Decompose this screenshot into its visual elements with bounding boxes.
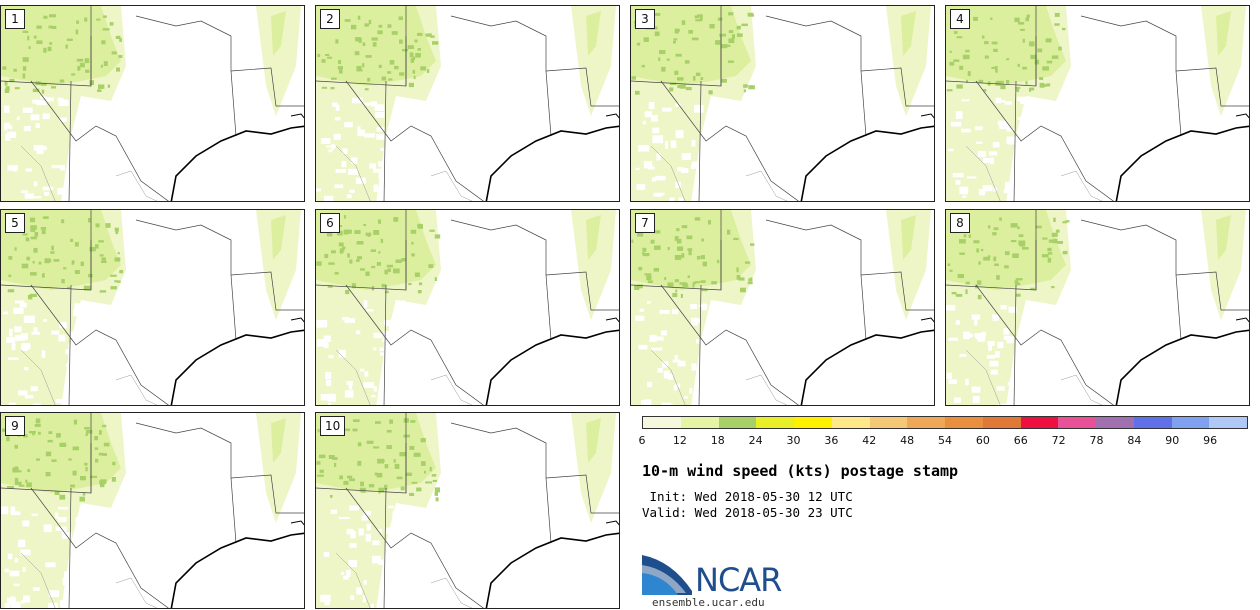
member-panel-2: 2 — [315, 5, 620, 202]
colorbar-tick: 96 — [1203, 434, 1218, 447]
colorbar-segment — [794, 417, 832, 428]
member-label: 7 — [635, 213, 655, 233]
ncar-logo-text: NCAR — [695, 561, 782, 599]
colorbar-segment — [1096, 417, 1134, 428]
member-label: 6 — [320, 213, 340, 233]
member-panel-1: 1 — [0, 5, 305, 202]
colorbar-tick: 18 — [710, 434, 725, 447]
colorbar-segment — [1058, 417, 1096, 428]
colorbar-segment — [907, 417, 945, 428]
colorbar — [642, 416, 1248, 429]
colorbar-tick: 90 — [1165, 434, 1180, 447]
colorbar-tick: 54 — [938, 434, 952, 447]
colorbar-tick: 78 — [1089, 434, 1104, 447]
colorbar-tick: 84 — [1127, 434, 1142, 447]
colorbar-segment — [831, 417, 870, 428]
init-time: Init: Wed 2018-05-30 12 UTC — [642, 489, 853, 504]
colorbar-tick: 30 — [786, 434, 801, 447]
colorbar-segment — [643, 417, 681, 428]
colorbar-segment — [718, 417, 757, 428]
colorbar-tick: 12 — [672, 434, 687, 447]
colorbar-segment — [982, 417, 1021, 428]
colorbar-tick: 60 — [975, 434, 990, 447]
member-panel-9: 9 — [0, 412, 305, 609]
member-label: 4 — [950, 9, 970, 29]
member-label: 3 — [635, 9, 655, 29]
colorbar-segment — [756, 417, 794, 428]
ncar-logo-icon — [642, 555, 692, 595]
colorbar-segment — [1171, 417, 1210, 428]
colorbar-tick: 24 — [748, 434, 763, 447]
member-panel-4: 4 — [945, 5, 1250, 202]
colorbar-tick: 66 — [1013, 434, 1028, 447]
ensemble-url: ensemble.ucar.edu — [652, 596, 765, 609]
colorbar-tick: 42 — [862, 434, 877, 447]
member-label: 9 — [5, 416, 25, 436]
member-panel-5: 5 — [0, 209, 305, 406]
colorbar-segment — [1020, 417, 1059, 428]
member-label: 1 — [5, 9, 25, 29]
colorbar-segment — [945, 417, 983, 428]
colorbar-segment — [869, 417, 908, 428]
colorbar-tick: 48 — [900, 434, 915, 447]
member-panel-6: 6 — [315, 209, 620, 406]
colorbar-segment — [680, 417, 719, 428]
member-panel-3: 3 — [630, 5, 935, 202]
member-label: 5 — [5, 213, 25, 233]
colorbar-tick: 36 — [824, 434, 839, 447]
colorbar-segment — [1133, 417, 1172, 428]
colorbar-segment — [1209, 417, 1247, 428]
member-label: 10 — [320, 416, 346, 436]
member-panel-10: 10 — [315, 412, 620, 609]
colorbar-tick: 6 — [638, 434, 646, 447]
member-label: 2 — [320, 9, 340, 29]
valid-time: Valid: Wed 2018-05-30 23 UTC — [642, 505, 853, 520]
member-panel-8: 8 — [945, 209, 1250, 406]
member-label: 8 — [950, 213, 970, 233]
member-panel-7: 7 — [630, 209, 935, 406]
map-title: 10-m wind speed (kts) postage stamp — [642, 462, 959, 480]
colorbar-tick: 72 — [1051, 434, 1066, 447]
